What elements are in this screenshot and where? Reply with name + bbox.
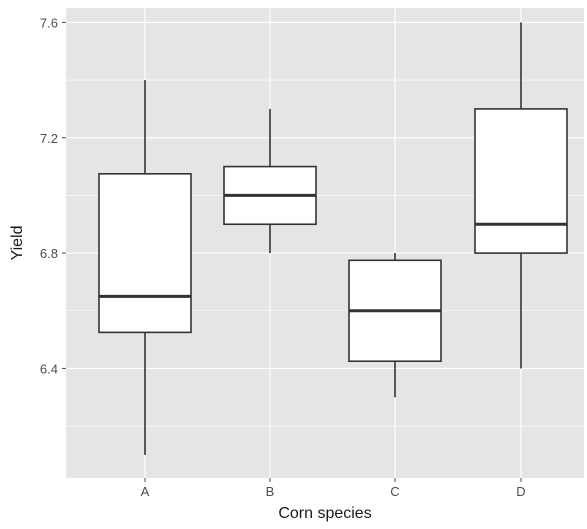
box-c (348, 253, 442, 398)
box-b (223, 108, 317, 254)
y-tick-label: 6.8 (40, 246, 58, 261)
x-tick-label: D (516, 484, 525, 499)
x-tick-label: A (141, 484, 150, 499)
axes: 6.4 6.8 7.2 7.6 A B C D (40, 15, 526, 499)
x-tick-label: B (266, 484, 275, 499)
y-axis-title: Yield (9, 226, 26, 261)
box-d (474, 22, 568, 369)
x-tick-label: C (390, 484, 399, 499)
y-tick-label: 6.4 (40, 361, 58, 376)
box-series (98, 22, 568, 455)
iqr-box (474, 108, 568, 254)
y-tick-label: 7.2 (40, 131, 58, 146)
y-tick-label: 7.6 (40, 15, 58, 30)
box-a (98, 80, 192, 455)
iqr-box (98, 172, 192, 334)
x-axis-title: Corn species (278, 505, 371, 522)
